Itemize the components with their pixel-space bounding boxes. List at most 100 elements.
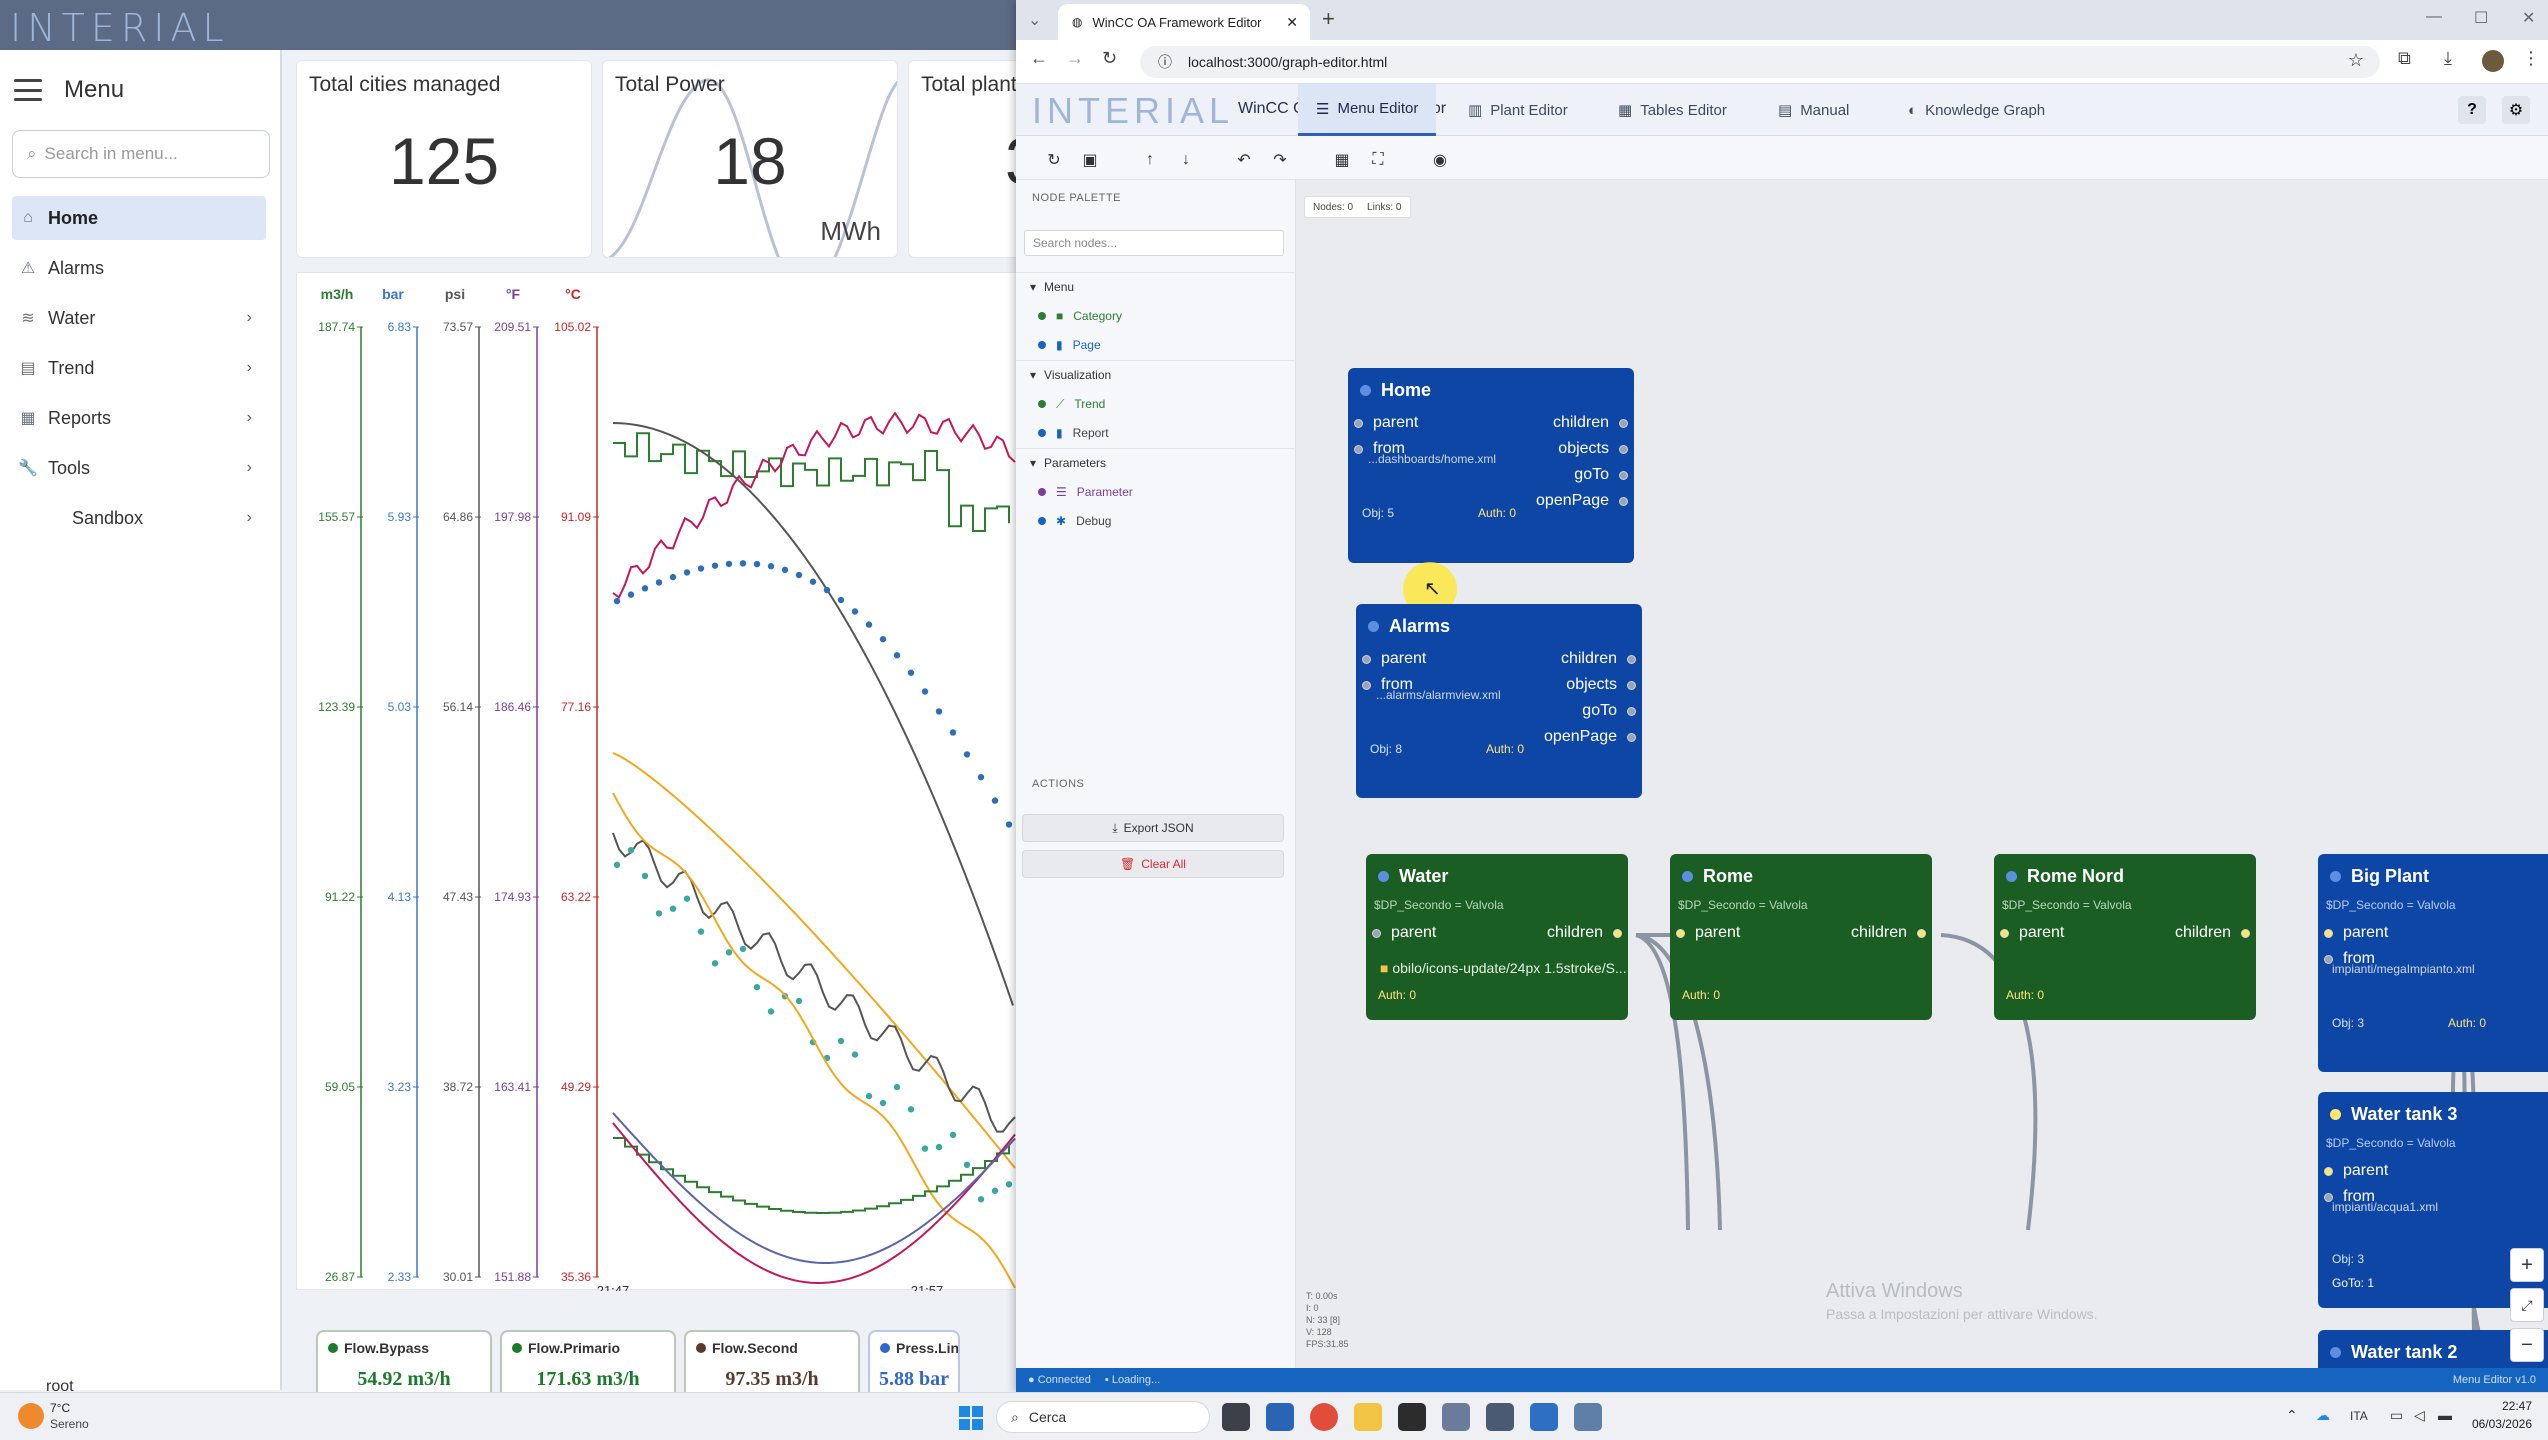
node-water[interactable]: Water $DP_Secondo = Valvola parent child… bbox=[1366, 854, 1628, 1020]
refresh-icon[interactable]: ↻ bbox=[1047, 152, 1061, 169]
maximize-icon[interactable]: ☐ bbox=[2474, 10, 2489, 27]
zoom-fit-icon[interactable]: ⤢ bbox=[2510, 1288, 2544, 1322]
app-icon-4[interactable] bbox=[1530, 1403, 1558, 1431]
move-up-icon[interactable]: ↑ bbox=[1146, 151, 1154, 168]
port-children[interactable]: children bbox=[1553, 414, 1628, 432]
downloads-icon[interactable]: ⤓ bbox=[2444, 48, 2452, 68]
tab-list-chevron-icon[interactable]: ⌄ bbox=[1028, 12, 1042, 29]
port-from[interactable]: from bbox=[2324, 1188, 2375, 1206]
node-home[interactable]: Home parent from ...dashboards/home.xml … bbox=[1348, 368, 1634, 563]
port-from[interactable]: from bbox=[2324, 950, 2375, 968]
port-goto[interactable]: goTo bbox=[1582, 702, 1636, 720]
terminal-icon[interactable] bbox=[1398, 1403, 1426, 1431]
profile-avatar[interactable] bbox=[2482, 50, 2504, 72]
port-parent[interactable]: parent bbox=[1372, 924, 1436, 942]
help-icon[interactable]: ? bbox=[2458, 96, 2486, 124]
port-parent[interactable]: parent bbox=[2324, 924, 2388, 942]
app-icon-1[interactable] bbox=[1266, 1403, 1294, 1431]
port-openpage[interactable]: openPage bbox=[1536, 492, 1628, 510]
app-icon-5[interactable] bbox=[1574, 1403, 1602, 1431]
battery-icon[interactable]: ▬ bbox=[2438, 1407, 2452, 1423]
trend-chart[interactable]: m3/h 187.74 155.57 123.39 91.22 59.05 26.87 bar… bbox=[297, 273, 1019, 1298]
port-children[interactable]: children bbox=[1561, 650, 1636, 668]
tray-chevron-icon[interactable]: ⌃ bbox=[2286, 1407, 2298, 1423]
graph-canvas[interactable]: Nodes: 0 Links: 0 Home parent from ...da bbox=[1296, 180, 2548, 1390]
minimize-icon[interactable]: — bbox=[2426, 8, 2442, 25]
port-objects[interactable]: objects bbox=[1566, 676, 1636, 694]
port-children[interactable]: children bbox=[1851, 924, 1926, 942]
palette-group-menu[interactable]: ▾ Menu bbox=[1016, 272, 1296, 300]
browser-menu-icon[interactable]: ⋮ bbox=[2522, 48, 2540, 68]
tab-manual[interactable]: ▤ Manual bbox=[1760, 84, 1867, 136]
port-parent[interactable]: parent bbox=[1362, 650, 1426, 668]
port-children[interactable]: children bbox=[2175, 924, 2250, 942]
save-icon[interactable]: ▣ bbox=[1082, 152, 1098, 169]
tab-knowledge-graph[interactable]: ◐ Knowledge Graph bbox=[1890, 84, 2063, 136]
back-icon[interactable]: ← bbox=[1030, 48, 1048, 68]
window-close-icon[interactable]: ✕ bbox=[2522, 10, 2536, 27]
port-openpage[interactable]: openPage bbox=[1544, 728, 1636, 746]
volume-icon[interactable]: ◁ bbox=[2414, 1407, 2425, 1423]
clock-time[interactable]: 22:47 bbox=[2501, 1399, 2532, 1413]
language-indicator[interactable]: ITA bbox=[2350, 1409, 2368, 1423]
browser-tab[interactable]: ◍ WinCC OA Framework Editor ✕ bbox=[1058, 4, 1310, 40]
app-icon-3[interactable] bbox=[1486, 1403, 1514, 1431]
palette-item-category[interactable]: ■ Category bbox=[1016, 302, 1296, 330]
sidebar-item-water[interactable]: ≋ Water › bbox=[12, 296, 266, 340]
node-water-tank-3[interactable]: Water tank 3 $DP_Secondo = Valvola paren… bbox=[2318, 1092, 2548, 1308]
port-goto[interactable]: goTo bbox=[1574, 466, 1628, 484]
weather-sun-icon[interactable] bbox=[18, 1403, 44, 1429]
preview-eye-icon[interactable]: ◉ bbox=[1433, 152, 1447, 169]
onedrive-icon[interactable]: ☁ bbox=[2316, 1407, 2330, 1423]
tab-plant-editor[interactable]: ▥ Plant Editor bbox=[1450, 84, 1586, 136]
extensions-icon[interactable]: ⧉ bbox=[2398, 48, 2411, 68]
sidebar-item-alarms[interactable]: ⚠ Alarms bbox=[12, 246, 266, 290]
zoom-out-icon[interactable]: − bbox=[2510, 1328, 2544, 1362]
zoom-in-icon[interactable]: + bbox=[2510, 1248, 2544, 1282]
sidebar-item-home[interactable]: ⌂ Home bbox=[12, 196, 266, 240]
undo-icon[interactable]: ↶ bbox=[1237, 152, 1251, 169]
clock-date[interactable]: 06/03/2026 bbox=[2471, 1417, 2532, 1431]
fit-screen-icon[interactable]: ⛶ bbox=[1372, 151, 1384, 168]
palette-item-debug[interactable]: ✱ Debug bbox=[1016, 507, 1296, 535]
port-from[interactable]: from bbox=[1354, 440, 1405, 458]
export-json-button[interactable]: ⤓ Export JSON bbox=[1022, 814, 1284, 842]
node-big-plant[interactable]: Big Plant $DP_Secondo = Valvola parent f… bbox=[2318, 854, 2548, 1072]
port-parent[interactable]: parent bbox=[2324, 1162, 2388, 1180]
task-view-icon[interactable] bbox=[1222, 1403, 1250, 1431]
port-parent[interactable]: parent bbox=[1676, 924, 1740, 942]
menu-search-input[interactable]: ⌕ Search in menu... bbox=[12, 130, 270, 178]
node-rome-nord[interactable]: Rome Nord $DP_Secondo = Valvola parent c… bbox=[1994, 854, 2256, 1020]
palette-item-report[interactable]: ▮ Report bbox=[1016, 419, 1296, 447]
palette-group-parameters[interactable]: ▾ Parameters bbox=[1016, 448, 1296, 476]
palette-item-page[interactable]: ▮ Page bbox=[1016, 331, 1296, 359]
sidebar-item-sandbox[interactable]: Sandbox › bbox=[12, 496, 266, 540]
app-icon-2[interactable] bbox=[1442, 1403, 1470, 1431]
node-rome[interactable]: Rome $DP_Secondo = Valvola parent childr… bbox=[1670, 854, 1932, 1020]
palette-item-trend[interactable]: ⟋ Trend bbox=[1016, 390, 1296, 418]
reload-icon[interactable]: ↻ bbox=[1102, 48, 1118, 68]
port-children[interactable]: children bbox=[1547, 924, 1622, 942]
chrome-icon[interactable] bbox=[1310, 1403, 1338, 1431]
node-alarms[interactable]: Alarms parent from ...alarms/alarmview.x… bbox=[1356, 604, 1642, 798]
hamburger-icon[interactable] bbox=[14, 79, 42, 101]
new-tab-icon[interactable]: + bbox=[1322, 6, 1335, 31]
port-objects[interactable]: objects bbox=[1558, 440, 1628, 458]
bookmark-star-icon[interactable]: ☆ bbox=[2347, 50, 2364, 70]
clear-all-button[interactable]: 🗑 Clear All bbox=[1022, 850, 1284, 878]
palette-item-parameter[interactable]: ☰ Parameter bbox=[1016, 478, 1296, 506]
palette-group-visualization[interactable]: ▾ Visualization bbox=[1016, 360, 1296, 388]
grid-icon[interactable]: ▦ bbox=[1334, 152, 1350, 169]
tab-tables-editor[interactable]: ▦ Tables Editor bbox=[1600, 84, 1745, 136]
sidebar-item-tools[interactable]: 🔧 Tools › bbox=[12, 446, 266, 490]
file-explorer-icon[interactable] bbox=[1354, 1403, 1382, 1431]
sidebar-item-trend[interactable]: ▤ Trend › bbox=[12, 346, 266, 390]
taskbar-search[interactable]: ⌕ Cerca bbox=[996, 1401, 1210, 1433]
node-search-input[interactable]: Search nodes... bbox=[1024, 230, 1284, 256]
move-down-icon[interactable]: ↓ bbox=[1182, 151, 1190, 168]
url-field[interactable]: ⓘ localhost:3000/graph-editor.html ☆ bbox=[1140, 46, 2380, 78]
settings-gear-icon[interactable]: ⚙ bbox=[2502, 96, 2530, 124]
tab-menu-editor[interactable]: ☰ Menu Editor bbox=[1298, 84, 1437, 136]
port-parent[interactable]: parent bbox=[1354, 414, 1418, 432]
port-from[interactable]: from bbox=[1362, 676, 1413, 694]
